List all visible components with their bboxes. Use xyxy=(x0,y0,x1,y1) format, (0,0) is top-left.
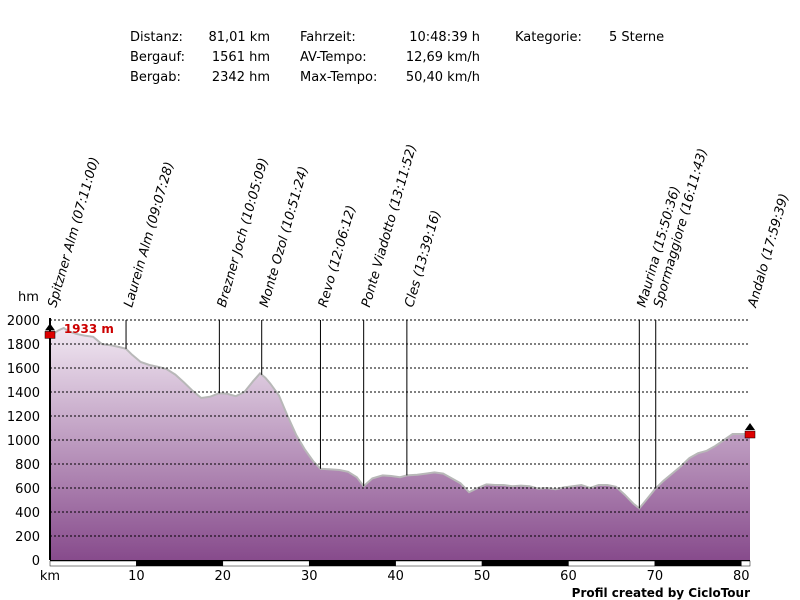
category-label: Kategorie: xyxy=(515,30,582,45)
y-tick-label: 200 xyxy=(15,530,40,545)
marker-triangle xyxy=(45,323,55,331)
y-tick-label: 1200 xyxy=(7,410,40,425)
waypoint-label: Cles (13:39:16) xyxy=(402,209,444,309)
y-tick-label: 600 xyxy=(15,482,40,497)
elevation-area xyxy=(50,328,750,560)
descent-value: 2342 hm xyxy=(211,70,270,85)
y-tick-label: 800 xyxy=(15,458,40,473)
y-tick-label: 2000 xyxy=(7,314,40,329)
credit-text: Profil created by CicloTour xyxy=(571,586,750,600)
x-scale-segment xyxy=(136,560,224,567)
x-tick-label: 80 xyxy=(733,569,750,584)
y-tick-label: 1600 xyxy=(7,362,40,377)
y-axis-label: hm xyxy=(18,290,39,305)
time-label: Fahrzeit: xyxy=(300,30,356,45)
distance-label: Distanz: xyxy=(130,30,183,45)
max-elevation-label: 1933 m xyxy=(64,322,114,336)
max-speed-value: 50,40 km/h xyxy=(405,70,480,85)
x-scale-segment xyxy=(654,560,742,567)
x-tick-label: 20 xyxy=(215,569,232,584)
x-scale-segment xyxy=(49,560,137,567)
x-scale-segment xyxy=(568,560,656,567)
x-tick-label: 10 xyxy=(128,569,145,584)
x-tick-label: 30 xyxy=(301,569,318,584)
marker-flag xyxy=(44,331,56,339)
x-scale-segment xyxy=(481,560,569,567)
elevation-line xyxy=(49,326,750,510)
waypoint-label: Andalo (17:59:39) xyxy=(745,192,792,310)
avg-speed-value: 12,69 km/h xyxy=(405,50,480,65)
x-scale-segment xyxy=(222,560,310,567)
y-tick-label: 1400 xyxy=(7,386,40,401)
max-speed-label: Max-Tempo: xyxy=(300,70,378,85)
x-scale-segment xyxy=(308,560,396,567)
start-marker xyxy=(44,323,56,339)
x-tick-label: 70 xyxy=(647,569,664,584)
y-tick-label: 1800 xyxy=(7,338,40,353)
avg-speed-label: AV-Tempo: xyxy=(300,50,367,65)
end-marker xyxy=(744,423,756,439)
x-axis-label: km xyxy=(40,569,60,584)
y-tick-label: 400 xyxy=(15,506,40,521)
x-tick-label: 50 xyxy=(474,569,491,584)
x-scale-segment xyxy=(741,560,751,567)
waypoint-label: Laurein Alm (09:07:28) xyxy=(121,160,177,309)
waypoint-label: Spitzner Alm (07:11:00) xyxy=(45,155,102,309)
distance-value: 81,01 km xyxy=(208,30,270,45)
y-tick-label: 0 xyxy=(32,554,40,569)
x-tick-label: 60 xyxy=(560,569,577,584)
y-tick-label: 1000 xyxy=(7,434,40,449)
x-tick-label: 40 xyxy=(387,569,404,584)
ascent-label: Bergauf: xyxy=(130,50,185,65)
time-value: 10:48:39 h xyxy=(409,30,480,45)
category-value: 5 Sterne xyxy=(609,30,665,45)
x-scale-segment xyxy=(395,560,483,567)
marker-triangle xyxy=(745,423,755,430)
waypoint-label: Monte Ozol (10:51:24) xyxy=(257,165,312,309)
waypoint-label: Revo (12:06:12) xyxy=(316,204,359,309)
descent-label: Bergab: xyxy=(130,70,181,85)
marker-flag xyxy=(744,430,756,439)
ascent-value: 1561 hm xyxy=(211,50,270,65)
